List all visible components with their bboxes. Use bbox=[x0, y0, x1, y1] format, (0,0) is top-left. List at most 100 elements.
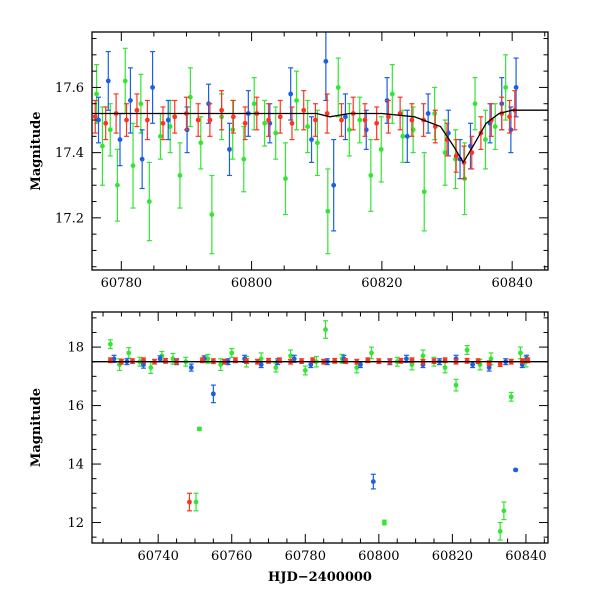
data-point bbox=[92, 99, 98, 134]
data-point bbox=[134, 93, 140, 128]
y-tick-label: 14 bbox=[67, 458, 84, 473]
model-curve bbox=[92, 109, 548, 164]
data-point bbox=[96, 96, 102, 144]
data-point bbox=[381, 519, 387, 526]
x-tick-label: 60780 bbox=[285, 549, 326, 564]
data-point bbox=[188, 363, 194, 372]
data-point bbox=[277, 99, 283, 134]
data-point bbox=[195, 103, 201, 137]
data-point bbox=[409, 103, 415, 137]
data-point bbox=[266, 103, 272, 137]
data-point bbox=[205, 353, 211, 364]
data-point bbox=[127, 67, 133, 134]
data-point bbox=[193, 492, 199, 512]
data-point bbox=[219, 90, 225, 131]
data-point bbox=[107, 339, 113, 350]
data-point bbox=[229, 347, 235, 358]
data-point bbox=[497, 521, 503, 541]
data-point bbox=[288, 67, 294, 121]
top-panel: 60780 60800 60820 60840 17.2 17.4 17.6 Magnitud… bbox=[29, 31, 549, 291]
data-point bbox=[241, 125, 247, 193]
data-point bbox=[368, 346, 374, 360]
data-point bbox=[499, 96, 505, 131]
data-point bbox=[323, 320, 329, 339]
data-point bbox=[503, 54, 509, 121]
x-tick-label: 60800 bbox=[358, 549, 399, 564]
data-point bbox=[400, 109, 406, 164]
data-point bbox=[160, 106, 166, 141]
data-point bbox=[464, 357, 470, 364]
y-tick-label: 17.6 bbox=[55, 81, 84, 96]
y-axis-label: Magnitude bbox=[29, 388, 44, 467]
x-tick-label: 60800 bbox=[231, 276, 272, 291]
data-point bbox=[163, 357, 169, 364]
data-point bbox=[262, 99, 268, 147]
x-axis-label: HJD−2400000 bbox=[268, 570, 372, 585]
plot-area bbox=[92, 320, 548, 541]
series-red bbox=[92, 90, 518, 180]
data-point bbox=[146, 161, 152, 242]
y-tick-label: 17.4 bbox=[55, 146, 84, 161]
series-green bbox=[94, 47, 509, 255]
data-point bbox=[117, 112, 123, 167]
bottom-panel: 60740 60760 60780 60800 60820 60840 12 14 16 18 Ma… bbox=[29, 311, 549, 585]
data-point bbox=[378, 116, 384, 183]
data-point bbox=[172, 99, 178, 134]
plot-area bbox=[92, 32, 548, 255]
data-point bbox=[139, 129, 145, 190]
x-tick-label: 60820 bbox=[361, 276, 402, 291]
data-point bbox=[442, 119, 448, 186]
data-point bbox=[301, 90, 307, 131]
series-red bbox=[107, 357, 531, 512]
data-point bbox=[507, 99, 513, 134]
data-point bbox=[210, 384, 216, 404]
y-axis-label: Magnitude bbox=[29, 111, 44, 190]
x-tick-label: 60760 bbox=[211, 549, 252, 564]
data-point bbox=[114, 148, 120, 222]
data-point bbox=[338, 103, 344, 137]
data-point bbox=[357, 96, 363, 144]
data-point bbox=[323, 32, 329, 102]
data-point bbox=[335, 57, 341, 118]
x-tick-label: 60840 bbox=[491, 276, 532, 291]
data-point bbox=[187, 67, 193, 128]
series-blue bbox=[111, 354, 530, 490]
data-point bbox=[302, 365, 308, 376]
data-point bbox=[442, 361, 448, 374]
data-point bbox=[472, 77, 478, 131]
data-point bbox=[470, 361, 476, 369]
data-point bbox=[124, 103, 130, 137]
data-point bbox=[289, 106, 295, 141]
data-point bbox=[230, 99, 236, 134]
data-point bbox=[218, 358, 224, 372]
y-tick-label: 17.2 bbox=[55, 211, 84, 226]
data-point bbox=[242, 106, 248, 141]
data-point bbox=[385, 99, 391, 134]
data-point bbox=[497, 361, 503, 367]
data-point bbox=[374, 106, 380, 141]
data-point bbox=[294, 70, 300, 131]
data-point bbox=[362, 103, 368, 137]
y-tick-label: 18 bbox=[67, 341, 84, 356]
data-point bbox=[157, 112, 163, 160]
data-point bbox=[138, 73, 144, 134]
data-point bbox=[331, 138, 337, 232]
data-point bbox=[305, 99, 311, 154]
data-point bbox=[186, 492, 192, 512]
data-point bbox=[144, 99, 150, 141]
data-point bbox=[513, 467, 519, 473]
data-point bbox=[501, 501, 507, 521]
data-point bbox=[324, 93, 330, 134]
y-tick-label: 12 bbox=[67, 516, 84, 531]
data-point bbox=[332, 357, 338, 364]
data-point bbox=[150, 50, 156, 124]
axes-frame bbox=[91, 31, 549, 271]
data-point bbox=[105, 50, 111, 111]
data-point bbox=[421, 152, 427, 232]
data-point bbox=[126, 347, 132, 359]
data-point bbox=[266, 357, 272, 364]
x-tick-label: 60780 bbox=[101, 276, 142, 291]
data-point bbox=[389, 64, 395, 124]
data-point bbox=[508, 391, 514, 402]
data-point bbox=[207, 103, 213, 137]
